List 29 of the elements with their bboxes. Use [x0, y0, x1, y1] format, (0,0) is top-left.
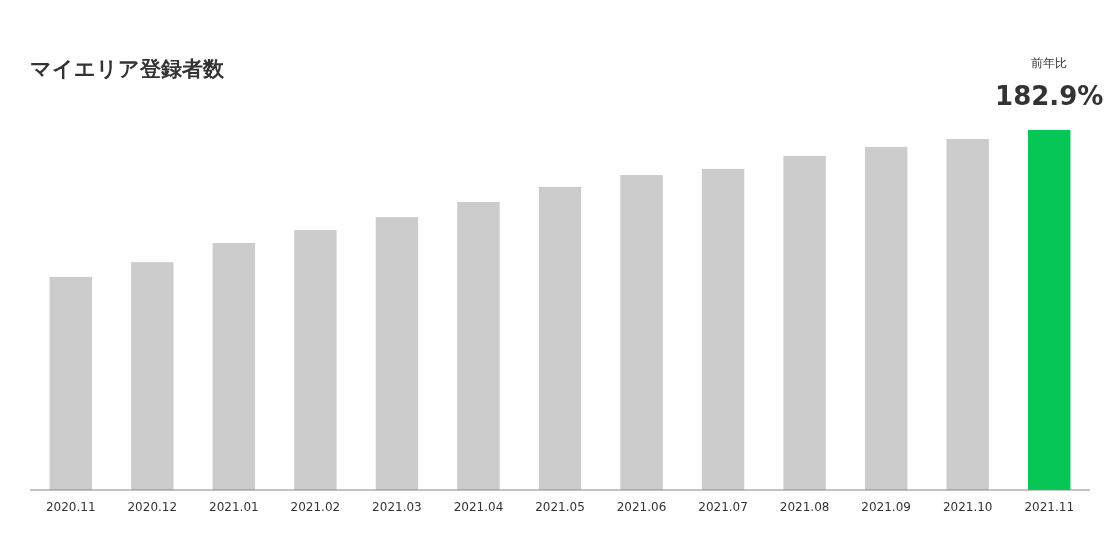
x-tick-label: 2021.11	[1024, 500, 1075, 514]
x-tick-label: 2021.02	[290, 500, 341, 514]
bar	[294, 230, 337, 490]
text: 182.9%	[995, 81, 1104, 111]
x-tick-label: 2021.03	[372, 500, 422, 514]
bar	[49, 276, 92, 490]
bar	[457, 202, 500, 490]
bar	[538, 186, 582, 490]
bar	[701, 168, 745, 490]
text: 前年比	[1031, 56, 1068, 70]
x-tick-label: 2021.01	[209, 500, 259, 514]
x-tick-label: 2020.11	[45, 500, 96, 514]
x-tick-label: 2021.07	[698, 500, 748, 514]
x-tick-label: 2021.08	[779, 500, 830, 514]
x-tick-label: 2021.09	[861, 500, 911, 514]
bar	[946, 139, 989, 490]
x-tick-label: 2020.12	[127, 500, 178, 514]
bar	[212, 243, 256, 490]
bar	[131, 262, 174, 490]
x-tick-label: 2021.05	[535, 500, 585, 514]
bar	[620, 175, 663, 490]
bar	[783, 155, 826, 490]
bar	[864, 146, 908, 490]
x-tick-label: 2021.06	[616, 500, 667, 514]
chart-title: マイエリア登録者数	[30, 57, 225, 81]
x-tick-label: 2021.04	[453, 500, 504, 514]
bar	[375, 217, 419, 490]
x-tick-label: 2021.10	[942, 500, 993, 514]
bar	[1028, 130, 1071, 490]
